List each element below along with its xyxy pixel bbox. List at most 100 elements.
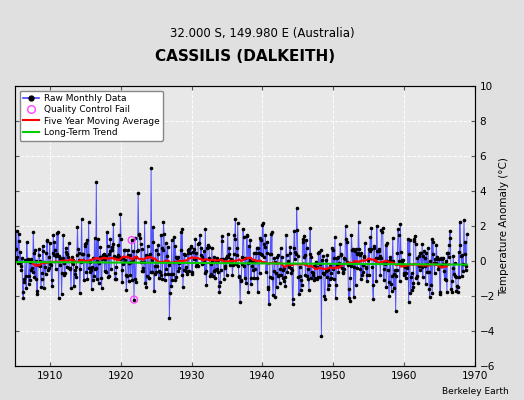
Point [18,289,27,296]
Point [214,257,223,264]
Point [248,263,256,269]
Point [303,266,312,272]
Point [16,248,25,255]
Point [405,251,413,258]
Point [95,260,103,266]
Point [463,231,471,237]
Point [207,271,215,277]
Point [246,281,255,287]
Point [304,276,313,282]
Point [213,268,222,275]
Point [180,250,188,257]
Point [184,250,192,256]
Point [335,260,343,267]
Point [199,260,207,266]
Point [191,256,199,262]
Point [340,266,348,272]
Point [235,274,243,280]
Point [441,261,449,267]
Point [63,250,72,257]
Point [66,265,74,271]
Point [315,248,323,255]
Point [405,299,413,306]
Point [107,244,116,250]
Point [59,254,67,261]
Point [132,254,140,261]
Point [104,251,113,257]
Point [90,272,98,279]
Point [176,258,184,264]
Point [26,259,34,266]
Point [320,293,329,300]
Point [172,254,180,261]
Point [445,242,453,248]
Point [333,262,342,268]
Point [281,283,290,290]
Point [333,255,341,262]
Point [262,269,270,275]
Point [396,278,404,285]
Point [335,262,344,269]
Point [89,254,97,261]
Point [292,251,300,258]
Point [372,278,380,284]
Point [390,270,399,277]
Point [286,244,294,250]
Point [157,232,165,238]
Point [84,219,93,225]
Point [251,258,259,265]
Point [454,248,463,255]
Point [22,285,30,292]
Point [197,245,205,252]
Point [187,242,195,249]
Point [388,234,397,241]
Point [144,243,152,250]
Point [109,221,117,228]
Point [409,284,418,290]
Point [151,270,159,277]
Point [270,255,278,261]
Point [221,265,230,271]
Point [300,233,309,239]
Point [30,274,39,280]
Point [38,242,47,249]
Point [227,258,235,264]
Point [31,247,39,254]
Point [117,267,126,273]
Point [23,256,31,263]
Point [169,259,178,266]
Point [192,250,201,256]
Point [403,265,412,271]
Point [74,250,83,257]
Point [129,257,137,263]
Point [300,254,308,260]
Point [189,249,197,255]
Point [212,254,221,261]
Point [452,288,461,294]
Point [313,276,321,282]
Title: CASSILIS (DALKEITH): CASSILIS (DALKEITH) [155,49,335,64]
Point [356,266,365,272]
Point [88,264,96,270]
Point [41,264,49,270]
Point [290,245,298,251]
Point [51,246,59,253]
Point [13,228,21,235]
Point [379,260,387,266]
Point [432,241,441,248]
Point [278,267,287,273]
Point [249,250,258,256]
Point [63,264,71,271]
Point [291,256,299,262]
Point [355,252,364,258]
Point [75,290,84,296]
Point [177,228,185,235]
Point [238,254,247,260]
Point [150,288,158,294]
Point [263,250,271,256]
Point [373,222,381,229]
Point [358,262,367,268]
Point [429,251,438,258]
Point [29,228,37,235]
Point [113,252,122,258]
